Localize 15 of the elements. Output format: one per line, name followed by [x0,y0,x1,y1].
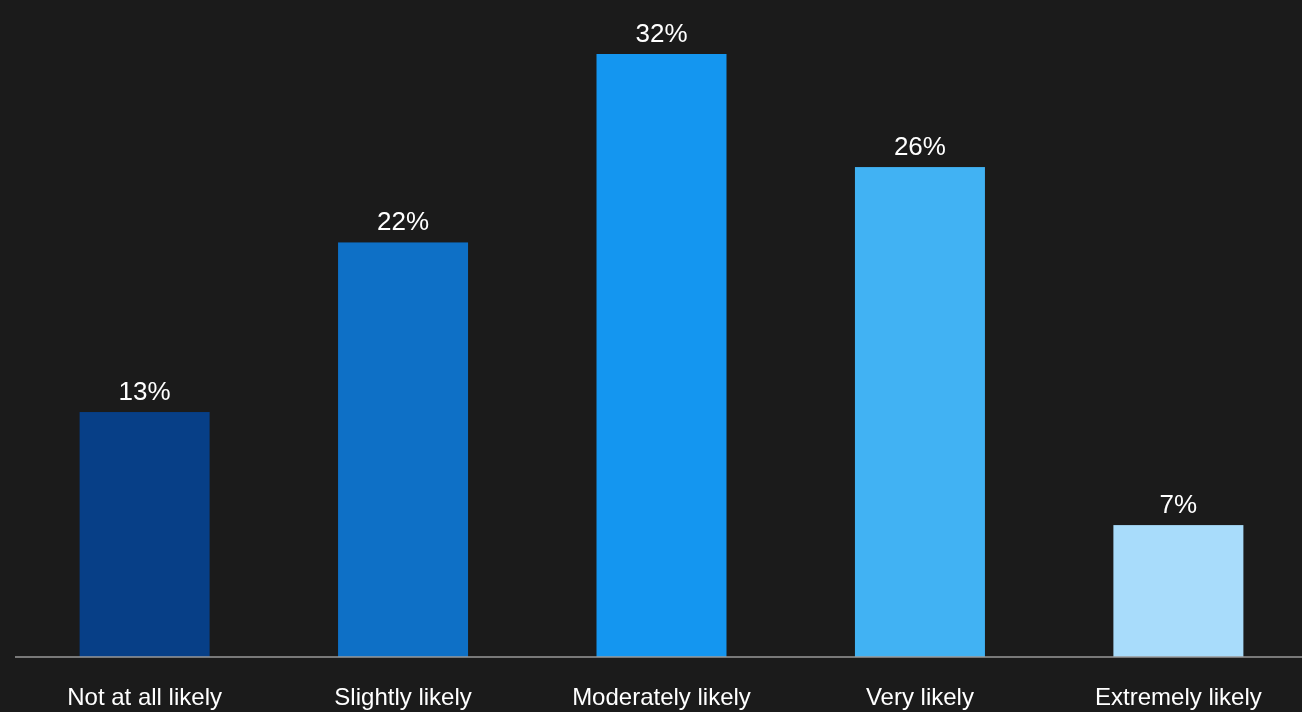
x-tick-label: Very likely [865,683,974,710]
bar [79,412,210,657]
x-tick-label: Not at all likely [67,683,222,710]
x-tick-label: Moderately likely [572,683,751,710]
bar [854,167,985,657]
bar [338,242,469,657]
bar [596,54,727,657]
data-label: 13% [118,376,171,407]
x-tick-label: Extremely likely [1095,683,1262,710]
data-label: 7% [1159,489,1198,520]
data-label: 32% [635,18,688,48]
bar [1113,525,1244,657]
data-label: 26% [893,131,946,162]
x-tick-label: Slightly likely [334,683,472,710]
data-label: 22% [377,206,430,237]
